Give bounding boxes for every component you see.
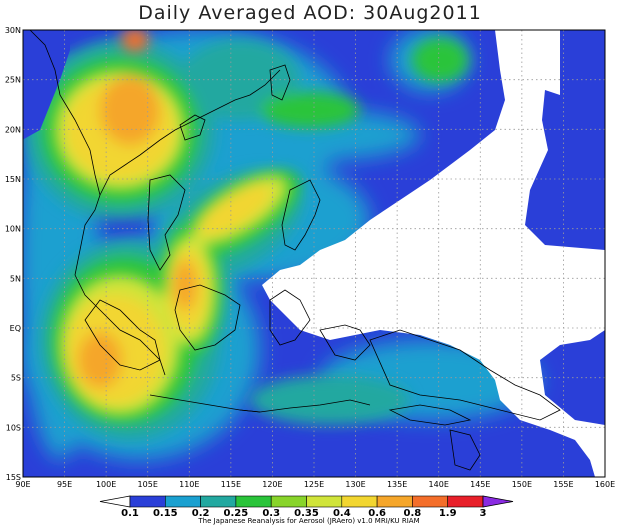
lon-label: 140E [429,480,449,489]
lat-label: 10S [6,423,21,432]
colorbar-swatch [129,495,166,508]
latitude-labels: 30N 25N 20N 15N 10N 5N EQ 5S 10S 15S [5,26,21,482]
colorbar-level-label: 0.3 [262,508,280,519]
colorbar-labels: 0.1 0.15 0.2 0.25 0.3 0.35 0.4 0.6 0.8 1.9 3 [121,508,486,519]
credit-text: The Japanese Reanalysis for Aerosol (JRA… [197,517,419,525]
lat-label: 5S [11,374,21,383]
map-frame [22,29,606,478]
lon-label: 150E [512,480,532,489]
lat-label: 10N [5,225,21,234]
lon-label: 110E [179,480,199,489]
lon-label: 130E [345,480,365,489]
lon-label: 135E [387,480,407,489]
colorbar-swatch [165,495,201,508]
lat-label: 25N [5,76,21,85]
colorbar-level-label: 0.35 [294,508,319,519]
lon-label: 115E [221,480,241,489]
colorbar-swatch [412,495,448,508]
colorbar-level-label: 0.25 [224,508,249,519]
lon-label: 100E [96,480,116,489]
colorbar-swatch [200,495,237,508]
lon-label: 145E [470,480,490,489]
aod-no-data [23,30,605,477]
lon-label: 120E [262,480,282,489]
colorbar-swatch [376,495,413,508]
colorbar-level-label: 1.9 [439,508,457,519]
coastlines [29,30,561,471]
colorbar-level-label: 0.15 [153,508,178,519]
aod-high-field [55,30,289,415]
colorbar-level-label: 0.6 [368,508,386,519]
lon-label: 105E [138,480,158,489]
lat-label: 15N [5,175,21,184]
lon-label: 95E [57,480,72,489]
longitude-labels: 90E 95E 100E 105E 110E 115E 120E 125E 130E 135E 14… [15,480,615,489]
map-title: Daily Averaged AOD: 30Aug2011 [138,2,482,24]
colorbar-level-label: 0.2 [192,508,210,519]
colorbar-swatch [341,495,378,508]
colorbar-level-label: 3 [480,508,487,519]
colorbar-swatch [447,495,484,508]
colorbar-high-arrow [482,495,514,508]
colorbar-swatch [235,495,272,508]
lat-label: 5N [10,274,21,283]
lon-label: 160E [595,480,615,489]
lon-label: 125E [304,480,324,489]
lon-label: 90E [15,480,30,489]
lat-label: EQ [10,324,21,333]
colorbar-swatch [306,495,343,508]
aod-field [23,30,605,477]
lat-label: 20N [5,125,21,134]
lat-label: 30N [5,26,21,35]
colorbar-low-arrow [99,495,131,508]
colorbar [99,495,514,508]
lon-label: 155E [553,480,573,489]
colorbar-level-label: 0.8 [404,508,422,519]
lat-label: 15S [6,473,21,482]
colorbar-level-label: 0.1 [121,508,139,519]
colorbar-swatch [270,495,307,508]
colorbar-level-label: 0.4 [333,508,351,519]
